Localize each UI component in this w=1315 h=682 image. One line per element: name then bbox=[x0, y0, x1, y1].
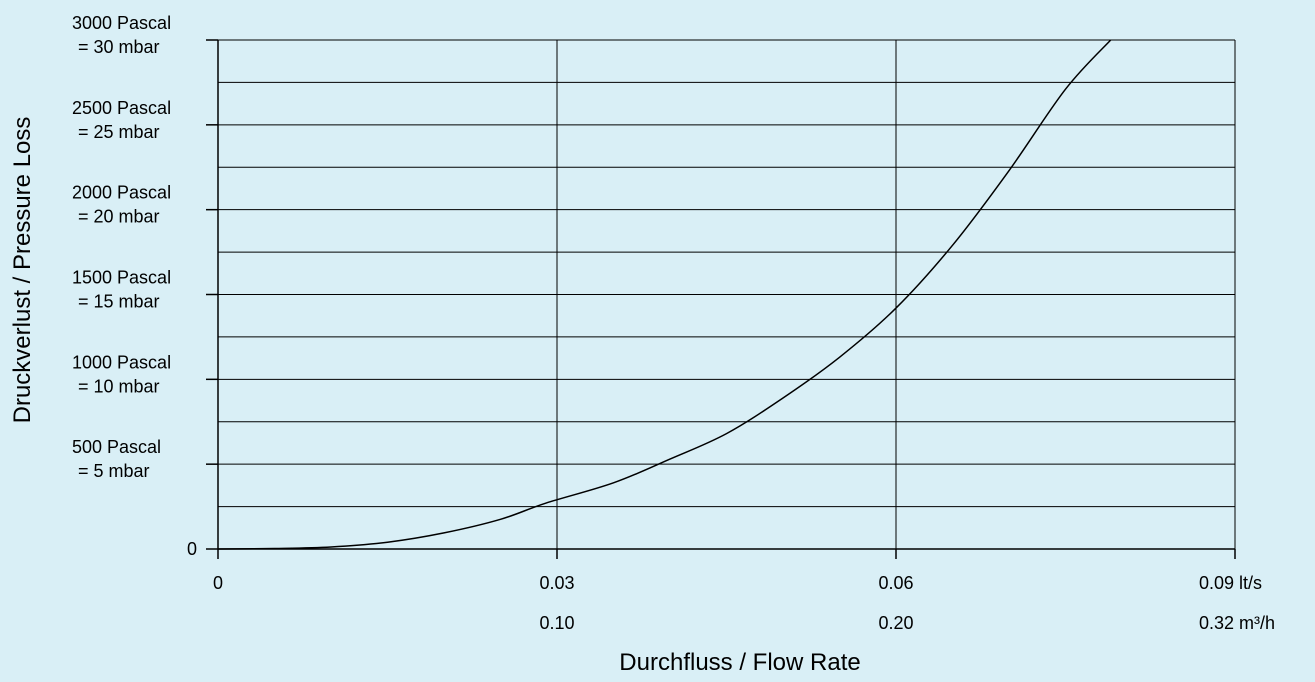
y-tick-sublabel: = 30 mbar bbox=[78, 37, 160, 57]
grid bbox=[218, 39, 1236, 549]
y-tick-sublabel: = 25 mbar bbox=[78, 122, 160, 142]
x-tick-sublabel: 0.32 m³/h bbox=[1199, 613, 1275, 633]
x-tick-label: 0.06 bbox=[878, 573, 913, 593]
y-tick-label: 2500 Pascal bbox=[72, 98, 171, 118]
y-tick-label: 500 Pascal bbox=[72, 437, 161, 457]
x-tick-sublabel: 0.10 bbox=[539, 613, 574, 633]
x-axis-title: Durchfluss / Flow Rate bbox=[619, 649, 860, 676]
y-tick-label: 1000 Pascal bbox=[72, 352, 171, 372]
x-tick-label: 0 bbox=[213, 573, 223, 593]
x-tick-sublabel: 0.20 bbox=[878, 613, 913, 633]
y-tick-sublabel: = 20 mbar bbox=[78, 207, 160, 227]
x-tick-labels: 0 0.03 0.10 0.06 0.20 0.09 lt/s 0.32 m³/h bbox=[213, 573, 1275, 633]
series-group bbox=[217, 39, 1112, 550]
y-tick-sublabel: = 15 mbar bbox=[78, 292, 160, 312]
x-tick-label: 0.09 lt/s bbox=[1199, 573, 1262, 593]
pressure-loss-curve bbox=[217, 39, 1112, 550]
y-tick-labels: 0 500 Pascal = 5 mbar 1000 Pascal = 10 mbar 1… bbox=[72, 13, 197, 559]
y-axis-title: Druckverlust / Pressure Loss bbox=[9, 117, 36, 424]
y-tick-label: 0 bbox=[187, 539, 197, 559]
y-tick-label: 2000 Pascal bbox=[72, 183, 171, 203]
y-tick-sublabel: = 10 mbar bbox=[78, 376, 160, 396]
y-tick-label: 3000 Pascal bbox=[72, 13, 171, 33]
y-tick-label: 1500 Pascal bbox=[72, 268, 171, 288]
axes bbox=[206, 39, 1236, 559]
x-tick-label: 0.03 bbox=[539, 573, 574, 593]
y-tick-sublabel: = 5 mbar bbox=[78, 461, 150, 481]
